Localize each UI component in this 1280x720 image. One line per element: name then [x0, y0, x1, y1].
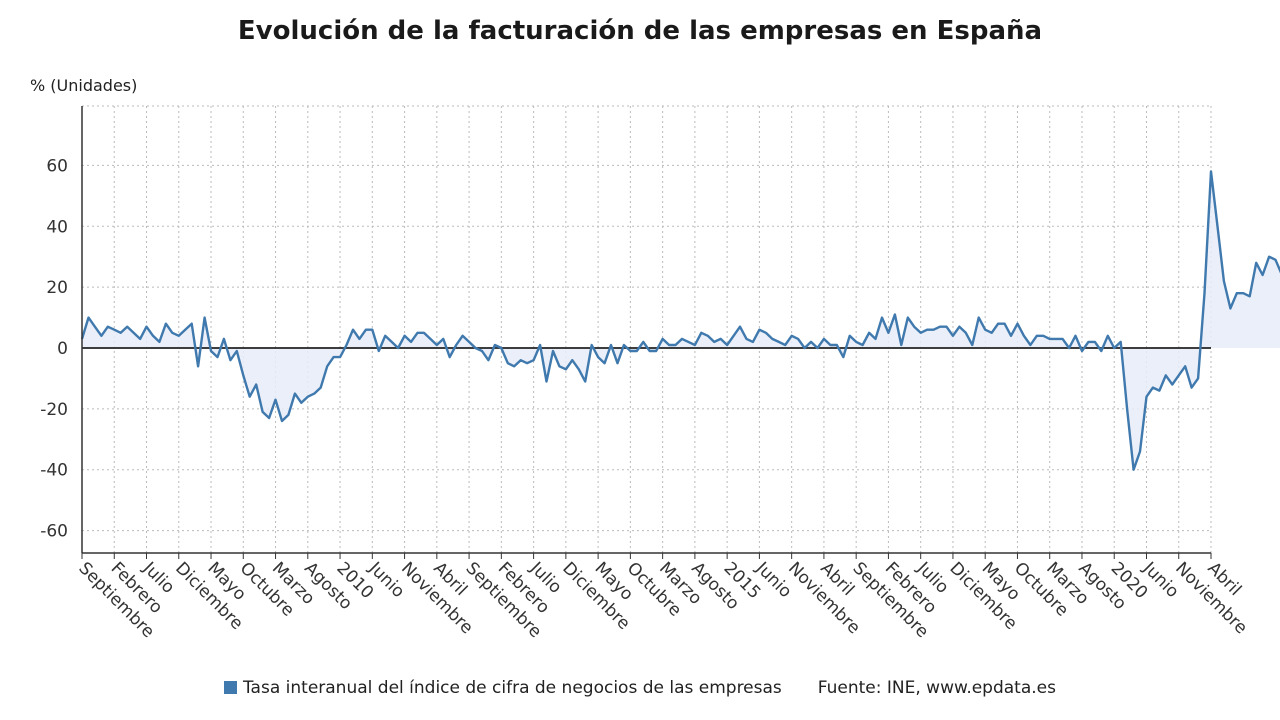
- x-axis-ticks: SeptiembreFebreroJulioDiciembreMayoOctub…: [74, 553, 1251, 642]
- legend-label: Tasa interanual del índice de cifra de n…: [242, 678, 782, 698]
- y-tick-label: 20: [46, 278, 68, 298]
- y-axis-ticks: 60 40 20 0 -20 -40 -60: [40, 156, 68, 541]
- y-tick-label: 60: [46, 156, 68, 176]
- y-axis-unit-label: % (Unidades): [30, 76, 137, 95]
- chart-title: Evolución de la facturación de las empre…: [237, 16, 1043, 46]
- series-line: [80, 170, 1280, 471]
- y-tick-label: 40: [46, 217, 68, 237]
- source-label: Fuente: INE, www.epdata.es: [817, 678, 1056, 698]
- y-tick-label: -20: [40, 400, 68, 420]
- y-tick-label: 0: [57, 339, 68, 359]
- y-tick-label: -60: [40, 522, 68, 542]
- grid-lines: [81, 105, 1212, 553]
- legend: Tasa interanual del índice de cifra de n…: [0, 678, 1280, 698]
- y-tick-label: -40: [40, 461, 68, 481]
- series-area-fill: [82, 171, 1280, 470]
- legend-swatch: [223, 681, 237, 694]
